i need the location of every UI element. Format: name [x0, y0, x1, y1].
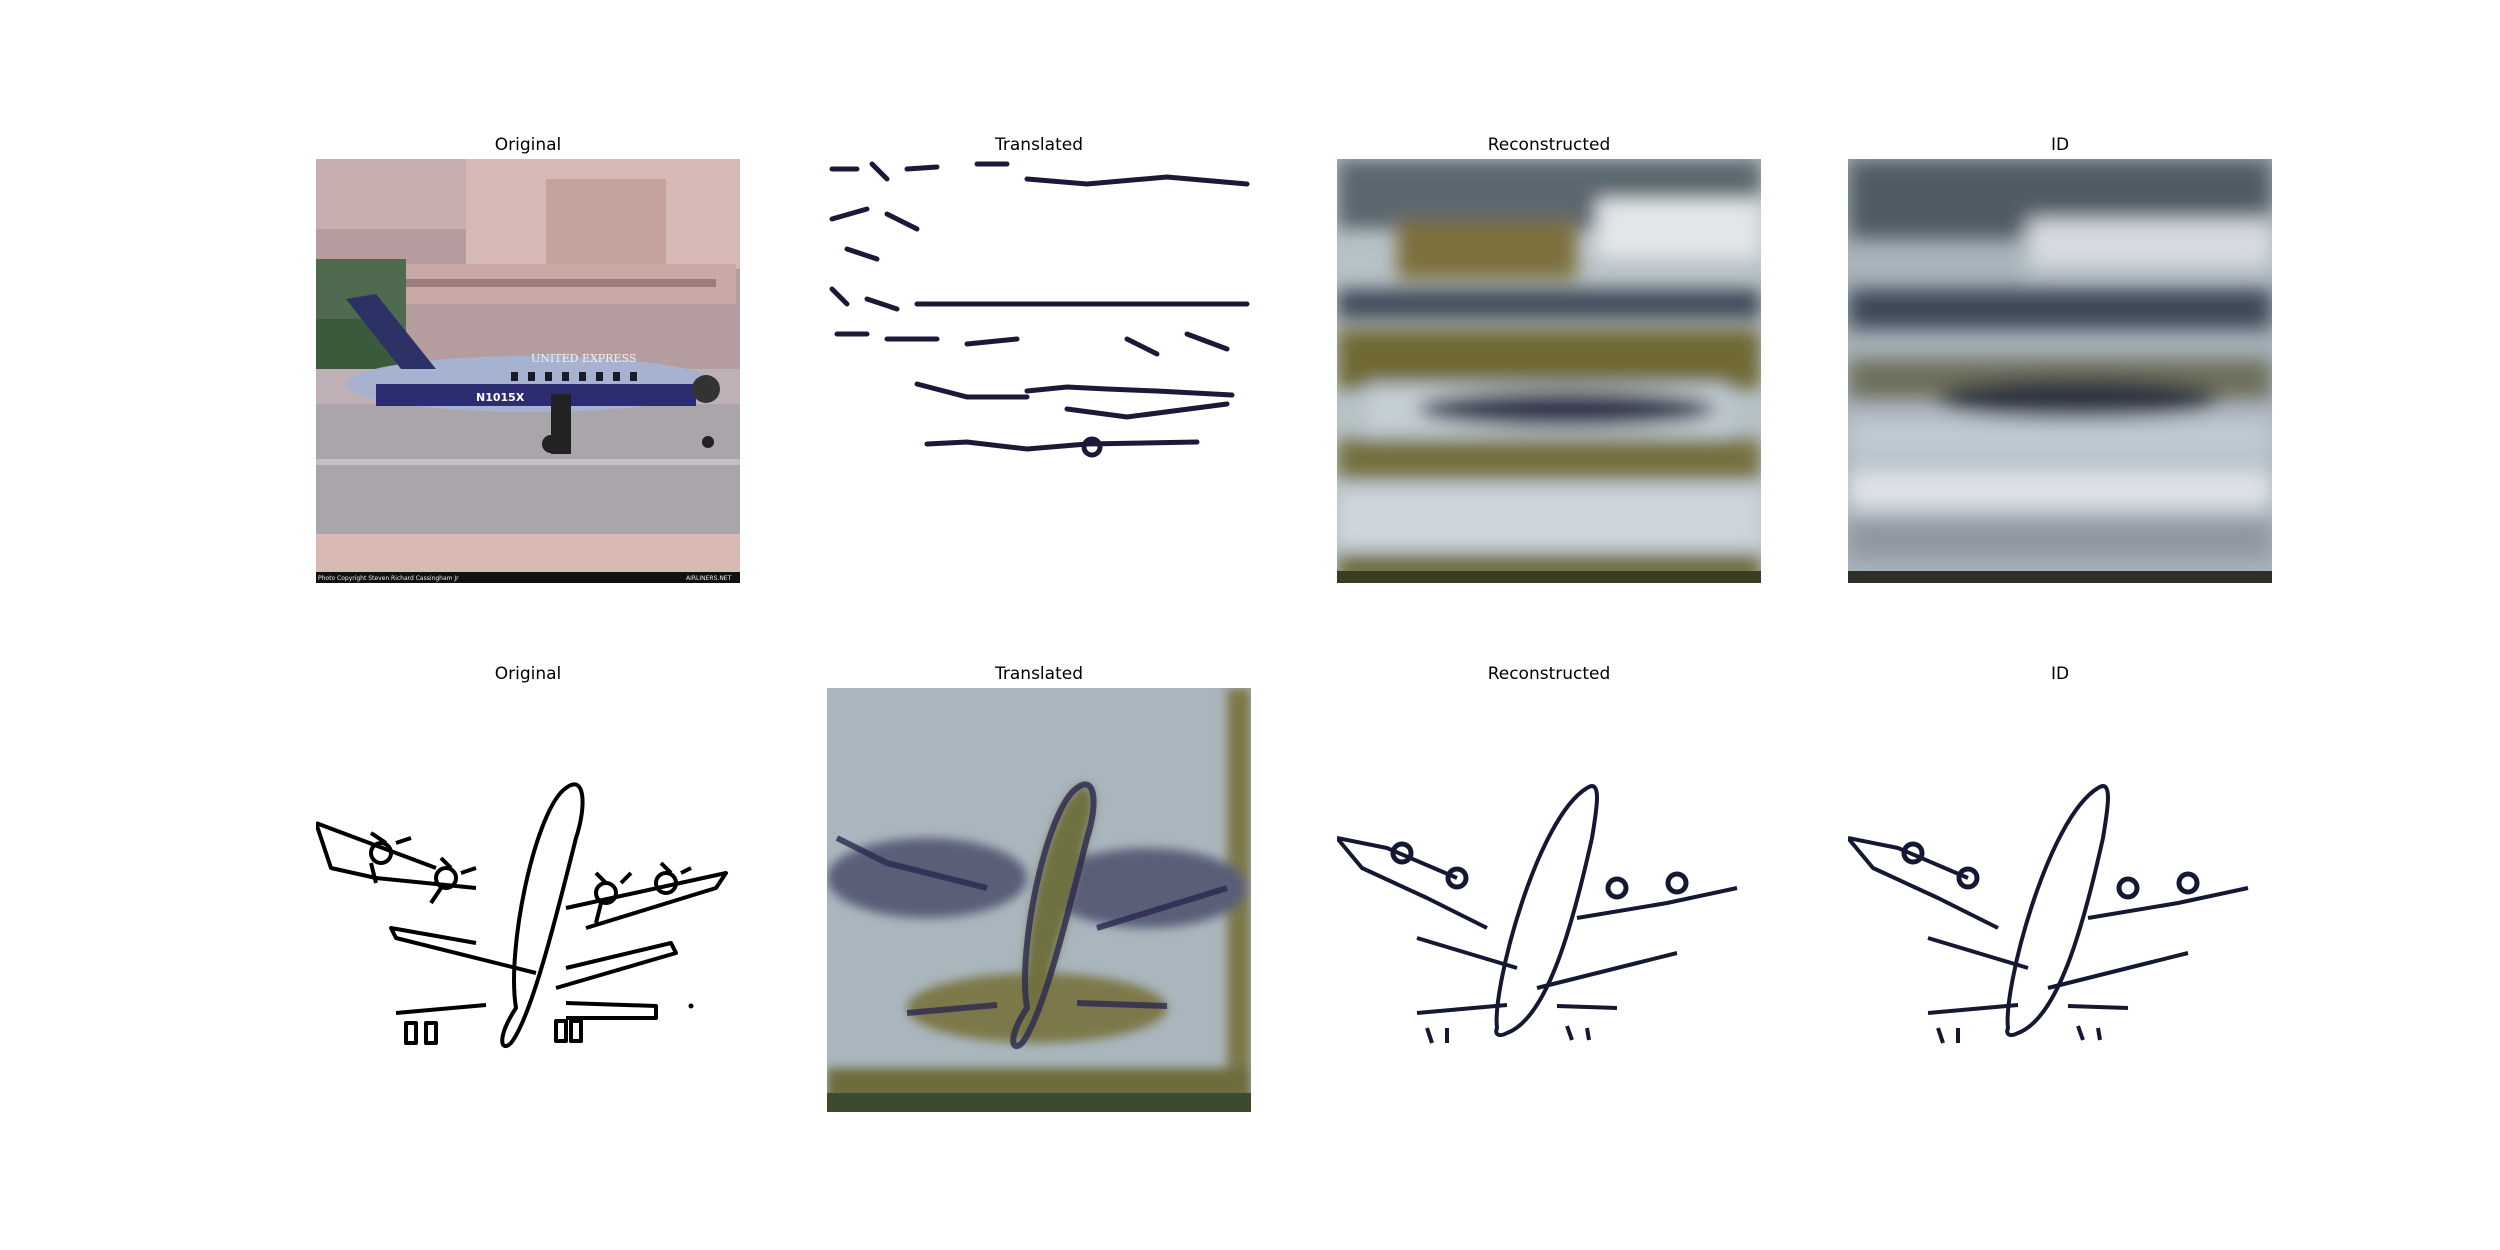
- panel-title: Translated: [995, 664, 1083, 684]
- translated-sketch-image: [827, 159, 1251, 583]
- original-sketch-image: [316, 688, 740, 1112]
- photo-copyright-text: Photo Copyright Steven Richard Cassingha…: [318, 575, 459, 582]
- panel-title: Reconstructed: [1487, 135, 1611, 155]
- translated-photo-image: [827, 688, 1251, 1112]
- panel-title: Original: [494, 664, 562, 684]
- reconstructed-photo-image: [1337, 159, 1761, 583]
- panel-title: ID: [2050, 664, 2070, 684]
- panel-title: Translated: [995, 135, 1083, 155]
- id-sketch-image: [1848, 688, 2272, 1112]
- panel-title: ID: [2050, 135, 2070, 155]
- panel-title: Original: [494, 135, 562, 155]
- livery-text: UNITED EXPRESS: [531, 352, 636, 365]
- original-photo-image: UNITED EXPRESS N1015X Photo Copyright St…: [316, 159, 740, 583]
- id-photo-image: [1848, 159, 2272, 583]
- panel-title: Reconstructed: [1487, 664, 1611, 684]
- reconstructed-sketch-image: [1337, 688, 1761, 1112]
- photo-site-text: AIRLINERS.NET: [686, 575, 732, 582]
- tail-number-text: N1015X: [476, 391, 525, 404]
